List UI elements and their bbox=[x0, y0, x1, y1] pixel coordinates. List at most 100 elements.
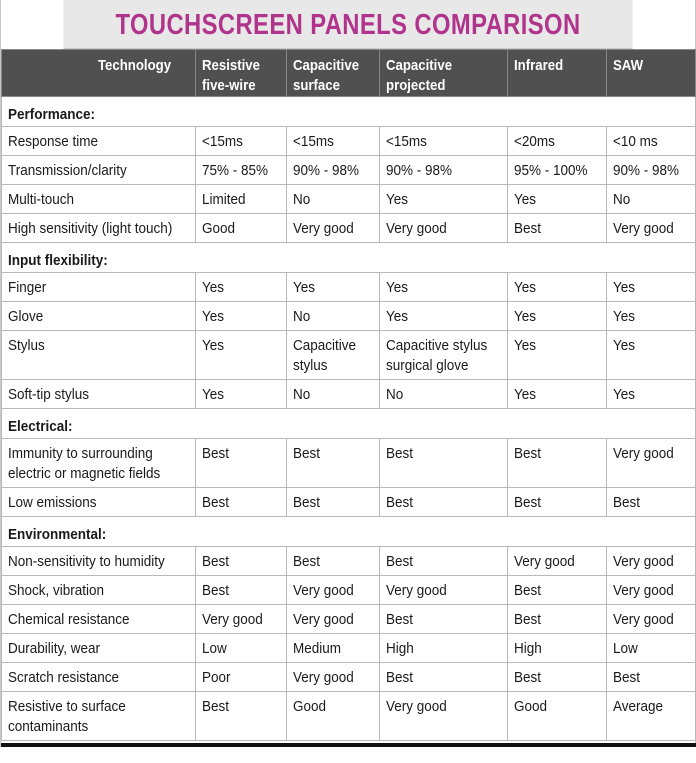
cell-value: Best bbox=[514, 494, 542, 511]
row-label: Shock, vibration bbox=[1, 575, 196, 605]
cell-value: Best bbox=[613, 494, 641, 511]
row-label: Multi-touch bbox=[1, 184, 196, 214]
cell-value: Low bbox=[613, 640, 638, 657]
cell-value: surgical glove bbox=[386, 357, 469, 374]
section-heading: Performance: bbox=[1, 96, 696, 127]
cell-value: Yes bbox=[202, 279, 225, 296]
cell-value: 75% - 85% bbox=[202, 162, 269, 179]
cell-value: Yes bbox=[613, 386, 636, 403]
cell-value: Very good bbox=[293, 582, 354, 599]
row-label-text: Immunity to surrounding bbox=[8, 445, 153, 462]
table-cell: <15ms bbox=[286, 126, 380, 156]
row-label-text: Low emissions bbox=[8, 494, 97, 511]
table-cell: Yes bbox=[507, 184, 607, 214]
column-header-text: Resistive bbox=[202, 57, 260, 74]
table-cell: Yes bbox=[379, 272, 508, 302]
cell-value: Best bbox=[202, 445, 230, 462]
comparison-table: Technology Resistive five-wire Capacitive su… bbox=[1, 49, 696, 741]
cell-value: Average bbox=[613, 698, 664, 715]
table-cell: Best bbox=[507, 604, 607, 634]
column-header-text: projected bbox=[386, 77, 446, 94]
cell-value: Yes bbox=[514, 386, 537, 403]
comparison-document: TOUCHSCREEN PANELS COMPARISON Technology… bbox=[0, 0, 696, 747]
section-row: Performance: bbox=[1, 96, 696, 127]
table-cell: <15ms bbox=[379, 126, 508, 156]
table-row: Stylus Yes Capacitive stylus Capacitive styl… bbox=[1, 330, 696, 380]
table-row: High sensitivity (light touch) Good Very g… bbox=[1, 213, 696, 243]
cell-value: Best bbox=[202, 494, 230, 511]
cell-value: High bbox=[386, 640, 414, 657]
cell-value: Best bbox=[514, 611, 542, 628]
table-cell: Very good bbox=[286, 662, 380, 692]
table-cell: Capacitive stylus surgical glove bbox=[379, 330, 508, 380]
cell-value: Yes bbox=[514, 279, 537, 296]
row-label: Scratch resistance bbox=[1, 662, 196, 692]
section-heading: Input flexibility: bbox=[1, 242, 696, 273]
table-cell: Best bbox=[379, 438, 508, 488]
column-header-text: five-wire bbox=[202, 77, 256, 94]
table-row: Response time <15ms <15ms <15ms <20ms <10 ms bbox=[1, 126, 696, 156]
cell-value: No bbox=[293, 386, 311, 403]
section-heading-text: Input flexibility: bbox=[8, 252, 108, 269]
cell-value: Best bbox=[386, 611, 414, 628]
table-cell: Very good bbox=[286, 604, 380, 634]
cell-value: Very good bbox=[613, 220, 674, 237]
cell-value: Yes bbox=[386, 308, 409, 325]
row-label: Non-sensitivity to humidity bbox=[1, 546, 196, 576]
table-cell: Best bbox=[379, 546, 508, 576]
cell-value: 90% - 98% bbox=[386, 162, 453, 179]
table-cell: Yes bbox=[195, 330, 287, 380]
table-cell: 90% - 98% bbox=[606, 155, 696, 185]
table-row: Glove Yes No Yes Yes Yes bbox=[1, 301, 696, 331]
table-row: Soft-tip stylus Yes No No Yes Yes bbox=[1, 379, 696, 409]
row-label-text: contaminants bbox=[8, 718, 89, 735]
column-header-text: Technology bbox=[97, 57, 171, 74]
column-header-text: surface bbox=[293, 77, 340, 94]
table-cell: Good bbox=[195, 213, 287, 243]
section-row: Electrical: bbox=[1, 408, 696, 439]
table-cell: <20ms bbox=[507, 126, 607, 156]
cell-value: <15ms bbox=[202, 133, 243, 150]
row-label: Glove bbox=[1, 301, 196, 331]
row-label-text: Chemical resistance bbox=[8, 611, 130, 628]
table-cell: Yes bbox=[379, 184, 508, 214]
row-label-text: Shock, vibration bbox=[8, 582, 105, 599]
table-cell: Best bbox=[606, 487, 696, 517]
column-header: Capacitive surface bbox=[286, 49, 380, 97]
cell-value: Very good bbox=[202, 611, 263, 628]
table-cell: Very good bbox=[507, 546, 607, 576]
cell-value: 90% - 98% bbox=[613, 162, 680, 179]
table-cell: Very good bbox=[606, 604, 696, 634]
row-label-text: Finger bbox=[8, 279, 47, 296]
table-row: Transmission/clarity 75% - 85% 90% - 98% 90… bbox=[1, 155, 696, 185]
table-cell: Very good bbox=[195, 604, 287, 634]
cell-value: Best bbox=[386, 445, 414, 462]
row-label: Durability, wear bbox=[1, 633, 196, 663]
table-cell: No bbox=[286, 379, 380, 409]
table-cell: Yes bbox=[507, 301, 607, 331]
cell-value: 95% - 100% bbox=[514, 162, 588, 179]
table-row: Low emissions Best Best Best Best Best bbox=[1, 487, 696, 517]
table-cell: No bbox=[379, 379, 508, 409]
table-cell: Limited bbox=[195, 184, 287, 214]
cell-value: Yes bbox=[202, 308, 225, 325]
cell-value: Capacitive stylus bbox=[386, 337, 488, 354]
cell-value: Best bbox=[202, 553, 230, 570]
table-row: Resistive to surface contaminants Best Good… bbox=[1, 691, 696, 741]
table-row: Durability, wear Low Medium High High Low bbox=[1, 633, 696, 663]
table-cell: Yes bbox=[195, 272, 287, 302]
section-row: Environmental: bbox=[1, 516, 696, 547]
section-row: Input flexibility: bbox=[1, 242, 696, 273]
table-cell: Yes bbox=[606, 301, 696, 331]
cell-value: Best bbox=[514, 220, 542, 237]
cell-value: Best bbox=[202, 698, 230, 715]
table-cell: Yes bbox=[286, 272, 380, 302]
table-cell: No bbox=[286, 184, 380, 214]
column-header-text: Capacitive bbox=[386, 57, 453, 74]
table-cell: Best bbox=[507, 438, 607, 488]
cell-value: Yes bbox=[386, 279, 409, 296]
table-cell: Low bbox=[195, 633, 287, 663]
table-cell: Best bbox=[195, 691, 287, 741]
row-label-text: Glove bbox=[8, 308, 44, 325]
row-label-text: High sensitivity (light touch) bbox=[8, 220, 173, 237]
